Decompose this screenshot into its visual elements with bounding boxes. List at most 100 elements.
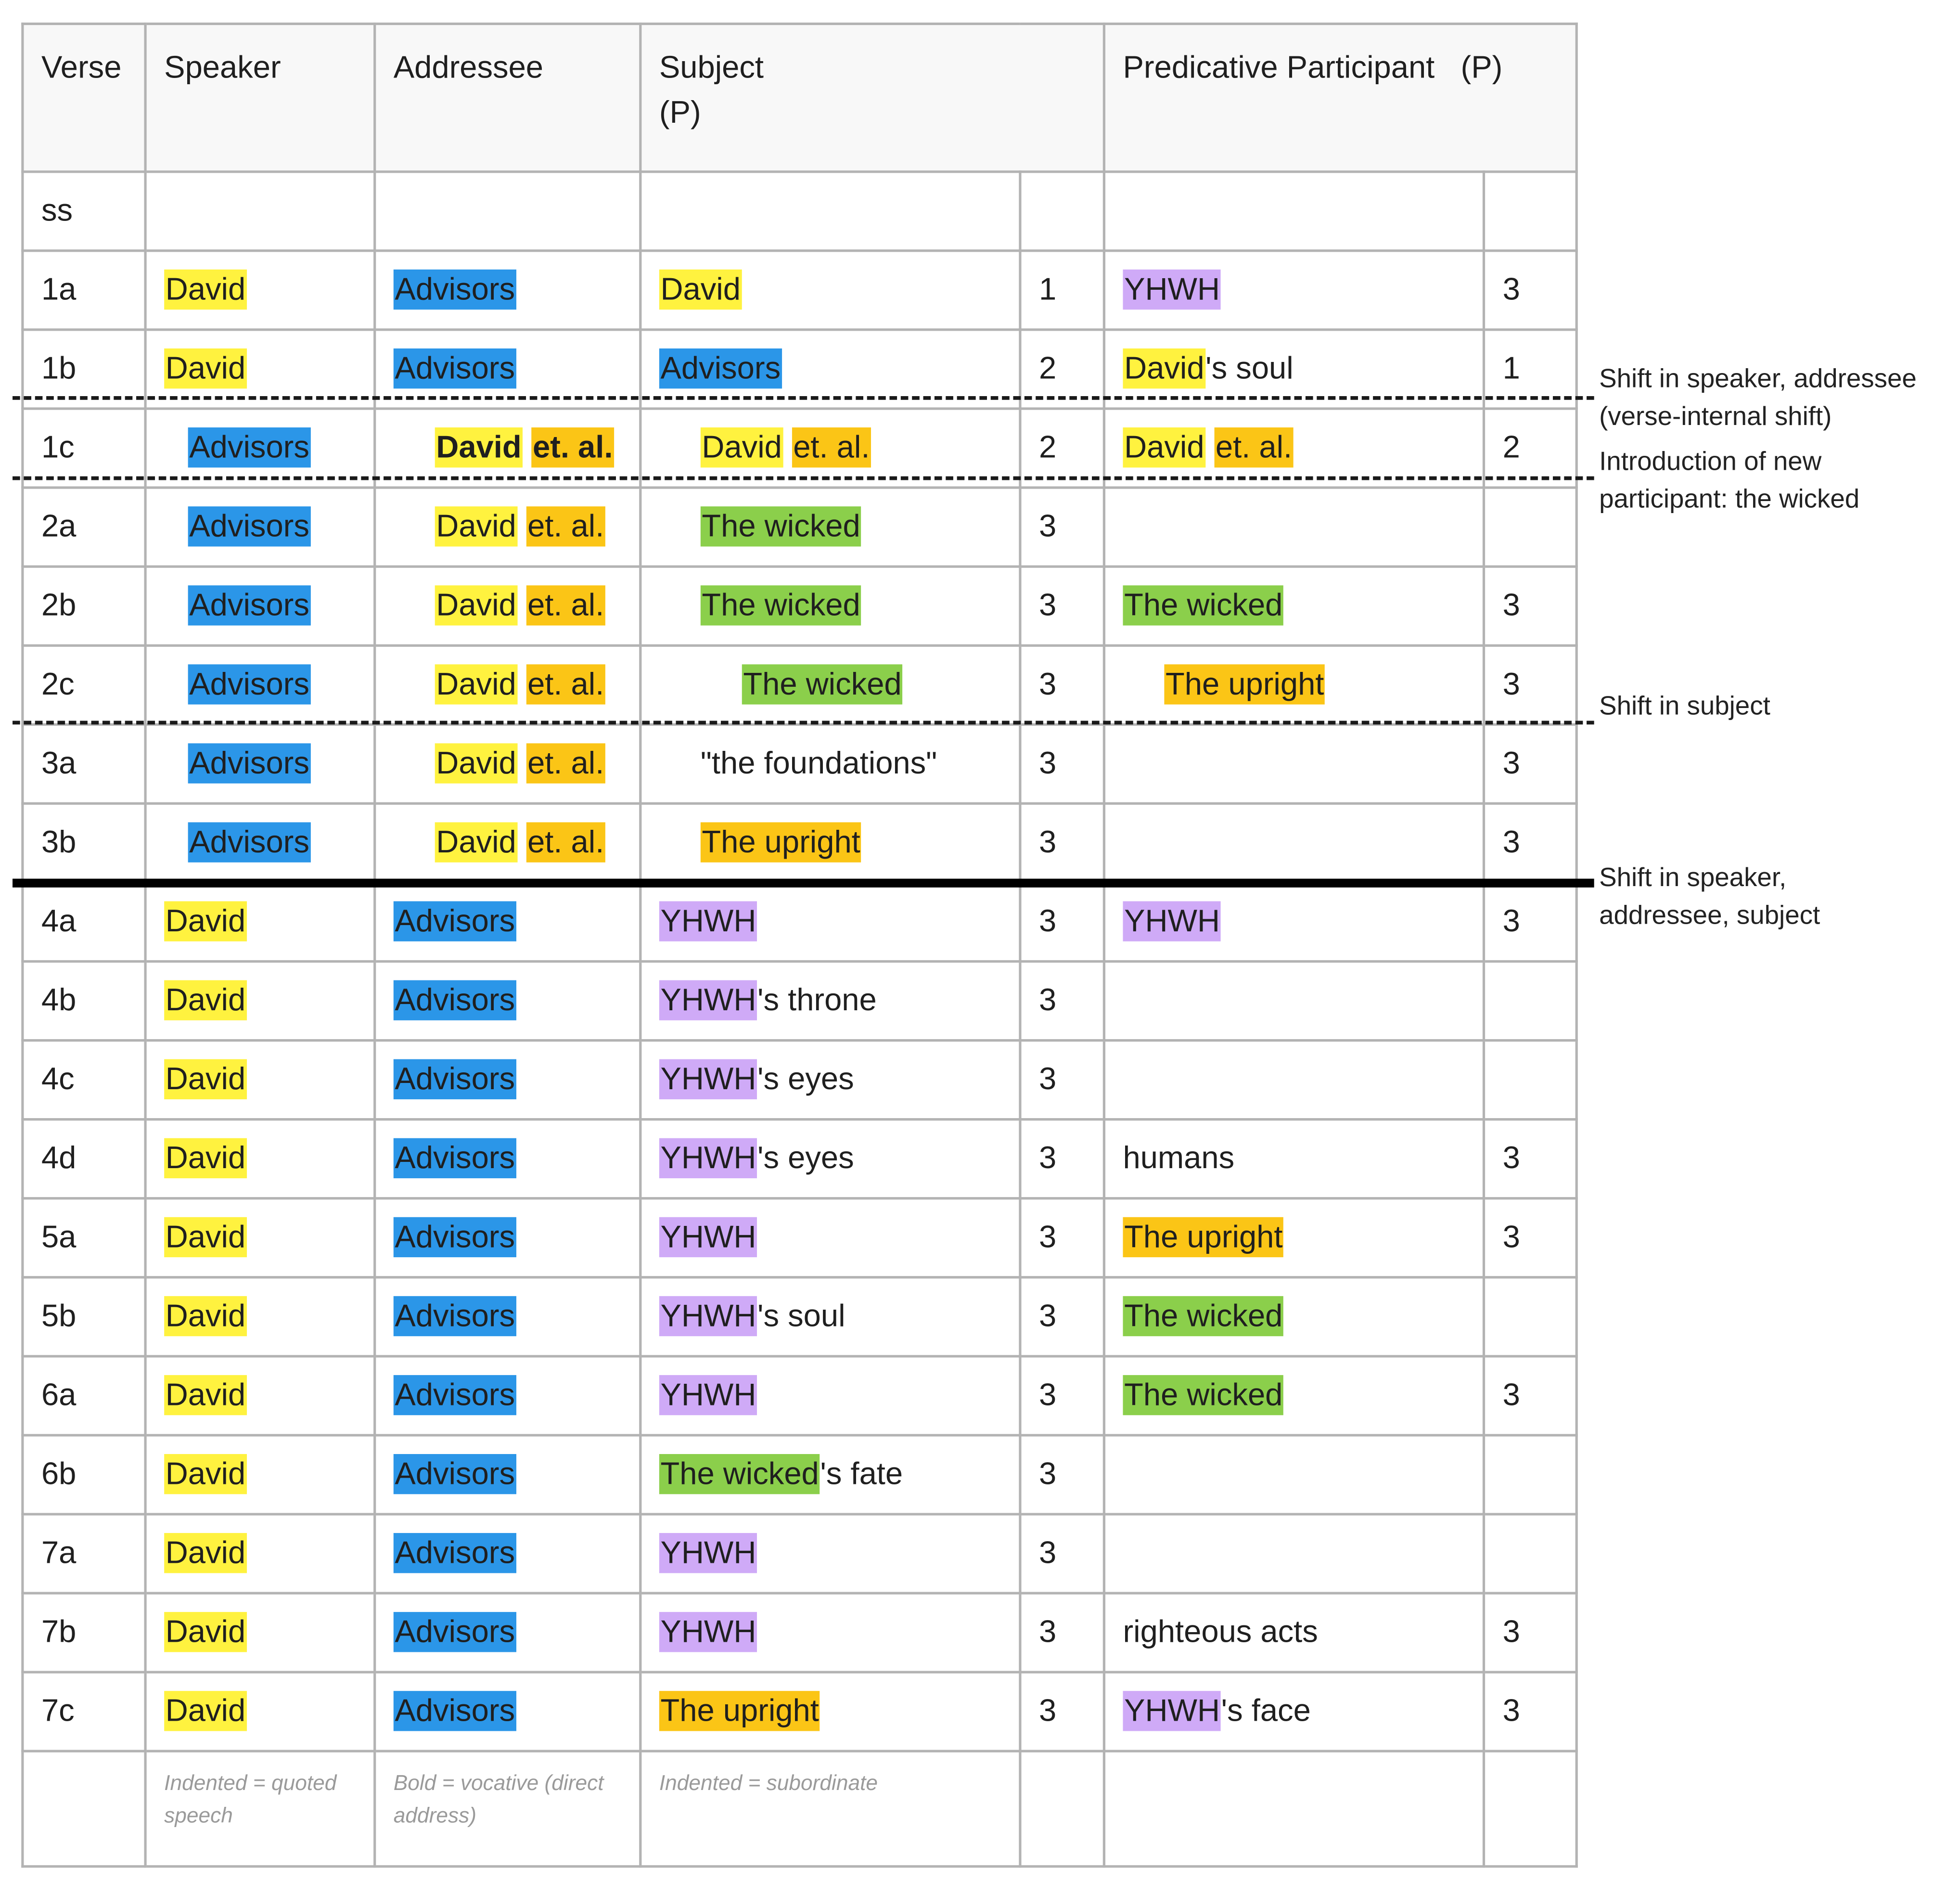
annotation-line: Introduction of new xyxy=(1599,447,1822,476)
predicative-person-cell xyxy=(1482,1039,1578,1121)
legend-subject-note: Indented = subordinate xyxy=(659,1771,878,1795)
annotation-line: Shift in speaker, xyxy=(1599,863,1787,893)
predicative-person-cell: 3 xyxy=(1482,644,1578,726)
predicative-person-cell xyxy=(1482,1434,1578,1516)
subject-cell: David et. al. xyxy=(639,407,1022,489)
subject-cell: YHWH xyxy=(639,881,1022,963)
verse-cell: 4d xyxy=(21,1118,147,1200)
annotation-new-participant: Introduction of new participant: the wick… xyxy=(1599,444,1859,519)
addressee-cell: Advisors xyxy=(373,1671,642,1752)
participant-upright: The upright xyxy=(1164,664,1326,705)
predicative-person-cell: 3 xyxy=(1482,249,1578,331)
addressee-cell: Advisors xyxy=(373,960,642,1042)
annotation-line: Shift in speaker, addressee xyxy=(1599,364,1917,394)
speaker-cell: David xyxy=(144,960,376,1042)
predicative-person-cell xyxy=(1482,1276,1578,1358)
addressee-cell: Advisors xyxy=(373,249,642,331)
participant-yhwh: YHWH xyxy=(659,1217,758,1258)
shift-divider-dashed xyxy=(13,476,1594,480)
header-predicative-label: Predicative Participant xyxy=(1123,50,1435,86)
predicative-person-cell: 3 xyxy=(1482,565,1578,647)
legend-empty-cell xyxy=(1102,1750,1486,1868)
participant-yhwh: YHWH xyxy=(1123,1691,1221,1731)
predicative-cell: The wicked xyxy=(1102,565,1486,647)
legend-speaker-cell: Indented = quoted speech xyxy=(144,1750,376,1868)
table-row: ss xyxy=(21,170,1578,252)
possessive-suffix: 's xyxy=(757,1061,780,1097)
participant-wicked: The wicked xyxy=(700,506,862,547)
annotation-shift-subject: Shift in subject xyxy=(1599,688,1770,726)
participant-david: David xyxy=(700,427,783,468)
addressee-cell: David et. al. xyxy=(373,486,642,568)
participant-advisors: Advisors xyxy=(393,1533,516,1573)
subject-person-cell: 3 xyxy=(1019,644,1106,726)
subject-cell: YHWH xyxy=(639,1592,1022,1674)
predicative-cell xyxy=(1102,960,1486,1042)
header-predicative: Predicative Participant (P) xyxy=(1102,22,1578,173)
subject-person-cell: 3 xyxy=(1019,1197,1106,1279)
participant-et-al: et. al. xyxy=(526,664,605,705)
subject-person-cell: 3 xyxy=(1019,1671,1106,1752)
addressee-cell: David et. al. xyxy=(373,565,642,647)
subject-cell: The wicked xyxy=(639,644,1022,726)
predicative-person-cell: 3 xyxy=(1482,1118,1578,1200)
speaker-cell: David xyxy=(144,1197,376,1279)
addressee-cell: Advisors xyxy=(373,1039,642,1121)
speaker-cell xyxy=(144,170,376,252)
table-row: 5b David Advisors YHWH's soul 3 The wick… xyxy=(21,1276,1578,1358)
speaker-cell: Advisors xyxy=(144,802,376,884)
participant-wicked: The wicked xyxy=(1123,1375,1284,1416)
predicative-person-cell xyxy=(1482,486,1578,568)
annotation-line: addressee, subject xyxy=(1599,901,1820,930)
participant-advisors: Advisors xyxy=(393,269,516,310)
subject-cell: The upright xyxy=(639,1671,1022,1752)
predicative-person-cell xyxy=(1482,170,1578,252)
speaker-cell: Advisors xyxy=(144,407,376,489)
verse-cell: 5b xyxy=(21,1276,147,1358)
participant-david: David xyxy=(164,1612,247,1652)
verse-cell: 3a xyxy=(21,723,147,805)
table-row: 4a David Advisors YHWH 3 YHWH 3 xyxy=(21,881,1578,963)
participant-wicked: The wicked xyxy=(742,664,903,705)
addressee-cell: Advisors xyxy=(373,1276,642,1358)
subject-person-cell: 3 xyxy=(1019,723,1106,805)
verse-cell: 6a xyxy=(21,1355,147,1437)
subject-person-cell: 3 xyxy=(1019,486,1106,568)
legend-addressee-cell: Bold = vocative (direct address) xyxy=(373,1750,642,1868)
legend-empty-cell xyxy=(21,1750,147,1868)
predicative-person-cell xyxy=(1482,1513,1578,1595)
shift-divider-solid xyxy=(13,878,1594,888)
predicative-cell xyxy=(1102,802,1486,884)
verse-cell: ss xyxy=(21,170,147,252)
verse-cell: 2a xyxy=(21,486,147,568)
header-addressee: Addressee xyxy=(373,22,642,173)
addressee-cell: David et. al. xyxy=(373,644,642,726)
participant-et-al: et. al. xyxy=(526,585,605,626)
speaker-cell: David xyxy=(144,1671,376,1752)
legend-empty-cell xyxy=(1019,1750,1106,1868)
participant-david: David xyxy=(659,269,742,310)
verse-cell: 4c xyxy=(21,1039,147,1121)
verse-cell: 7c xyxy=(21,1671,147,1752)
participant-david: David xyxy=(435,664,518,705)
participant-advisors: Advisors xyxy=(393,1375,516,1416)
addressee-cell: Advisors xyxy=(373,1118,642,1200)
predicative-cell xyxy=(1102,1513,1486,1595)
subject-cell: The wicked xyxy=(639,565,1022,647)
speaker-cell: David xyxy=(144,881,376,963)
subject-cell: YHWH xyxy=(639,1513,1022,1595)
speaker-cell: David xyxy=(144,1592,376,1674)
participant-david: David xyxy=(435,427,523,468)
participant-david: David xyxy=(164,980,247,1020)
addressee-cell xyxy=(373,170,642,252)
subject-person-cell: 2 xyxy=(1019,407,1106,489)
subject-person-cell: 3 xyxy=(1019,1276,1106,1358)
speaker-cell: David xyxy=(144,1039,376,1121)
subject-person-cell: 2 xyxy=(1019,328,1106,410)
participant-david: David xyxy=(164,1454,247,1494)
participant-advisors: Advisors xyxy=(188,743,311,784)
possessive-suffix: 's xyxy=(820,1456,842,1492)
subject-person-cell: 1 xyxy=(1019,249,1106,331)
predicative-cell: The upright xyxy=(1102,644,1486,726)
predicative-cell: righteous acts xyxy=(1102,1592,1486,1674)
